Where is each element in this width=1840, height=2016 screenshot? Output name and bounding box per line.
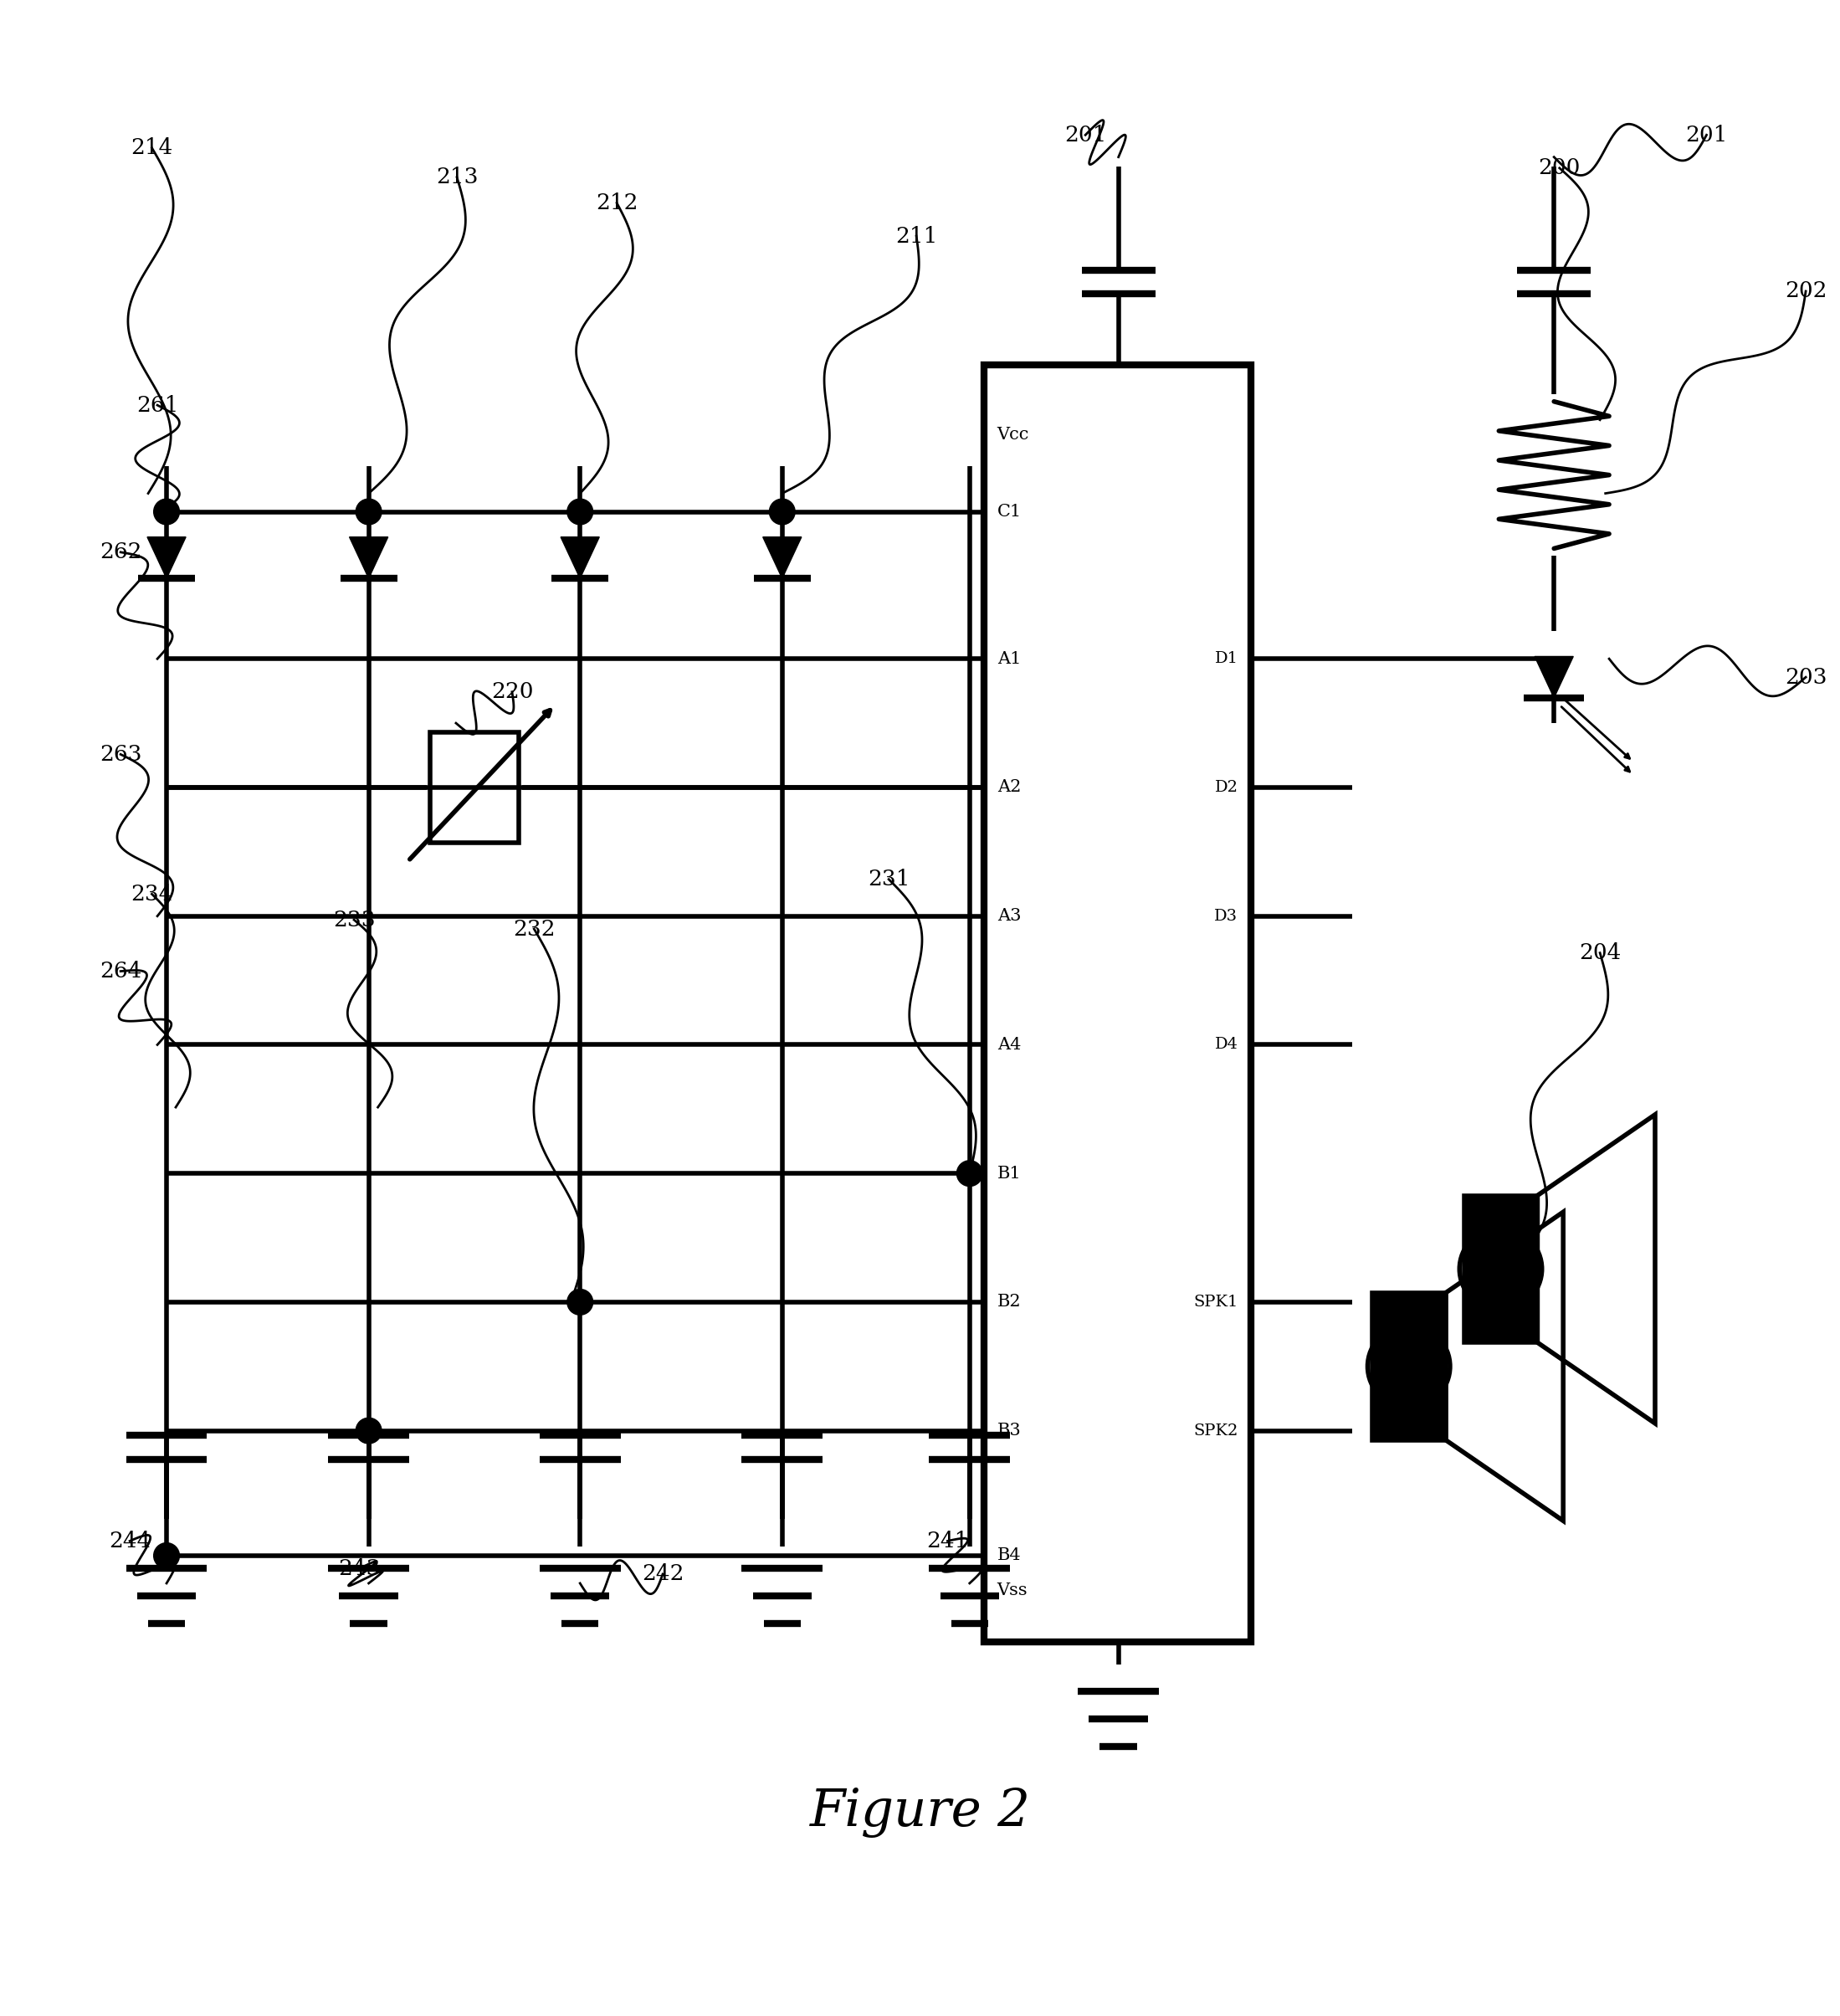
Text: D2: D2 bbox=[1214, 780, 1238, 794]
Text: A4: A4 bbox=[997, 1036, 1021, 1052]
Text: D4: D4 bbox=[1214, 1036, 1238, 1052]
Circle shape bbox=[957, 1161, 983, 1185]
Text: 200: 200 bbox=[1538, 157, 1581, 179]
Text: 232: 232 bbox=[513, 919, 556, 939]
Text: 234: 234 bbox=[131, 883, 173, 905]
Text: 220: 220 bbox=[491, 681, 534, 702]
Text: 231: 231 bbox=[868, 869, 911, 889]
Text: B4: B4 bbox=[997, 1548, 1021, 1564]
Circle shape bbox=[355, 1417, 381, 1443]
Text: A2: A2 bbox=[997, 780, 1021, 796]
Text: SPK1: SPK1 bbox=[1194, 1294, 1238, 1310]
Polygon shape bbox=[350, 536, 388, 579]
Bar bbox=[431, 732, 519, 843]
Text: 243: 243 bbox=[339, 1558, 381, 1579]
Polygon shape bbox=[147, 536, 186, 579]
Text: D1: D1 bbox=[1214, 651, 1238, 667]
Text: Vcc: Vcc bbox=[997, 427, 1029, 444]
Bar bbox=[1373, 1292, 1446, 1439]
Circle shape bbox=[355, 498, 381, 524]
Text: 212: 212 bbox=[596, 192, 638, 214]
Circle shape bbox=[567, 1288, 592, 1314]
Text: B3: B3 bbox=[997, 1423, 1021, 1439]
Text: D3: D3 bbox=[1214, 909, 1238, 923]
Circle shape bbox=[567, 498, 592, 524]
Polygon shape bbox=[1535, 657, 1573, 698]
Text: 241: 241 bbox=[927, 1530, 968, 1552]
Text: 242: 242 bbox=[642, 1564, 684, 1585]
Circle shape bbox=[155, 1542, 180, 1568]
Text: 214: 214 bbox=[131, 137, 173, 159]
Text: Figure 2: Figure 2 bbox=[810, 1788, 1030, 1839]
Text: A3: A3 bbox=[997, 907, 1021, 923]
Polygon shape bbox=[764, 536, 802, 579]
Bar bbox=[1465, 1195, 1538, 1343]
Text: 233: 233 bbox=[333, 909, 375, 929]
Text: 213: 213 bbox=[436, 167, 478, 187]
Text: 203: 203 bbox=[1785, 667, 1827, 687]
Polygon shape bbox=[561, 536, 600, 579]
Text: 262: 262 bbox=[99, 542, 142, 562]
Text: 244: 244 bbox=[109, 1530, 151, 1552]
Text: 264: 264 bbox=[99, 962, 142, 982]
Text: 263: 263 bbox=[99, 744, 142, 764]
Text: 201: 201 bbox=[1685, 125, 1728, 145]
Bar bbox=[984, 365, 1251, 1643]
Text: SPK2: SPK2 bbox=[1194, 1423, 1238, 1437]
Text: B1: B1 bbox=[997, 1165, 1021, 1181]
Text: Vss: Vss bbox=[997, 1583, 1029, 1599]
Text: 261: 261 bbox=[136, 395, 178, 415]
Text: C1: C1 bbox=[997, 504, 1021, 520]
Text: B2: B2 bbox=[997, 1294, 1021, 1310]
Text: 202: 202 bbox=[1785, 280, 1827, 302]
Circle shape bbox=[155, 498, 180, 524]
Text: A1: A1 bbox=[997, 651, 1021, 667]
Text: 201: 201 bbox=[1064, 125, 1106, 145]
Text: 211: 211 bbox=[896, 226, 937, 246]
Text: 204: 204 bbox=[1579, 941, 1621, 964]
Circle shape bbox=[769, 498, 795, 524]
